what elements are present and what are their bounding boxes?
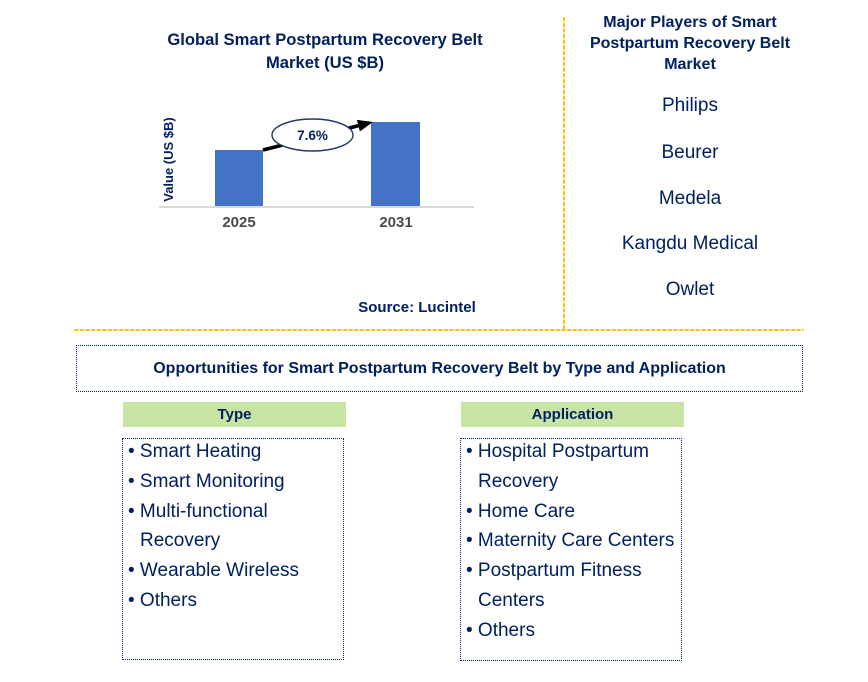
svg-text:7.6%: 7.6% bbox=[297, 128, 328, 143]
